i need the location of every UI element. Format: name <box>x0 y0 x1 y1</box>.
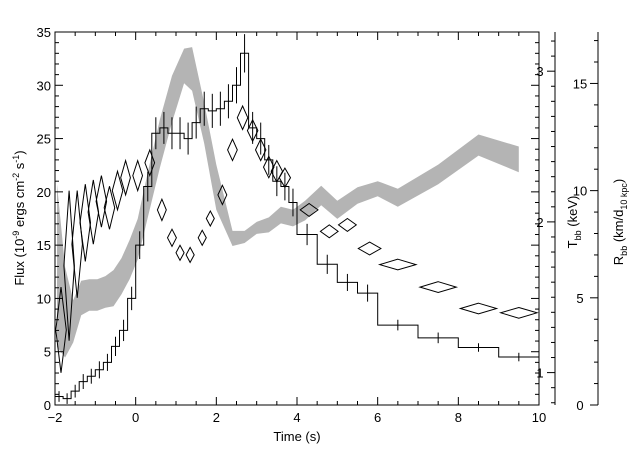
radius-diamond <box>197 229 207 247</box>
radius-axis-title: Rbb (km/d10 kpc) <box>611 179 629 265</box>
flux-tick-label: 10 <box>37 291 51 306</box>
flux-tick-label: 15 <box>37 238 51 253</box>
radius-diamond <box>337 217 358 233</box>
radius-diamond <box>262 155 275 179</box>
radius-diamond <box>227 137 238 162</box>
radius-diamond <box>418 281 459 294</box>
radius-diamond <box>236 104 249 131</box>
radius-diamond <box>95 175 108 228</box>
temp-tick-label: 3 <box>536 64 543 79</box>
x-tick-label: 4 <box>293 410 300 425</box>
radius-diamond <box>111 169 124 212</box>
x-tick-label: 8 <box>455 410 462 425</box>
radius-diamond <box>120 158 131 197</box>
temp-tick-label: 2 <box>536 215 543 230</box>
radius-diamond <box>357 241 382 256</box>
radius-tick-label: 0 <box>576 398 583 413</box>
radius-diamond <box>270 159 284 184</box>
left-axis-title: Flux (10-9 ergs cm-2 s-1) <box>11 150 27 285</box>
x-tick-label: 10 <box>532 410 546 425</box>
label-layer: Time (s) Flux (10-9 ergs cm-2 s-1) Tbb (… <box>11 150 629 444</box>
radius-diamond <box>156 197 167 222</box>
flux-histogram-line <box>55 52 539 400</box>
radius-diamond <box>299 202 319 218</box>
radius-diamond <box>175 244 185 262</box>
radius-diamond <box>132 158 144 193</box>
temperature-band <box>57 47 519 358</box>
radius-diamond <box>246 118 259 143</box>
radius-diamond-layer <box>55 104 539 373</box>
radius-tick-label: 10 <box>573 184 587 199</box>
radius-diamond <box>166 228 177 248</box>
x-tick-label: 2 <box>213 410 220 425</box>
temperature-band-layer <box>57 47 519 358</box>
flux-histogram-layer <box>55 34 539 404</box>
axes-layer <box>54 31 599 406</box>
radius-diamond <box>278 167 292 189</box>
temp-axis-title: Tbb (keV) <box>565 196 583 249</box>
radius-diamond <box>217 184 228 206</box>
radius-diamond <box>87 179 100 245</box>
radius-diamond <box>377 258 418 271</box>
radius-tick-label: 15 <box>573 76 587 91</box>
radius-diamond <box>205 209 215 228</box>
flux-tick-label: 0 <box>44 398 51 413</box>
x-tick-label: 6 <box>374 410 381 425</box>
radius-diamond <box>55 287 67 373</box>
flux-tick-label: 35 <box>37 25 51 40</box>
flux-tick-label: 20 <box>37 185 51 200</box>
temp-tick-label: 1 <box>536 366 543 381</box>
x-axis-title: Time (s) <box>273 429 320 444</box>
radius-diamond <box>458 302 499 315</box>
radius-diamond <box>498 306 539 319</box>
flux-tick-label: 30 <box>37 78 51 93</box>
radius-diamond <box>144 148 156 178</box>
flux-tick-label: 25 <box>37 132 51 147</box>
radius-tick-label: 5 <box>576 291 583 306</box>
x-tick-label: −2 <box>48 410 63 425</box>
radius-diamond <box>185 246 195 264</box>
x-tick-label: 0 <box>132 410 139 425</box>
radius-diamond <box>254 138 267 162</box>
flux-tick-label: 5 <box>44 345 51 360</box>
radius-diamond <box>319 224 339 239</box>
radius-diamond <box>103 186 116 230</box>
